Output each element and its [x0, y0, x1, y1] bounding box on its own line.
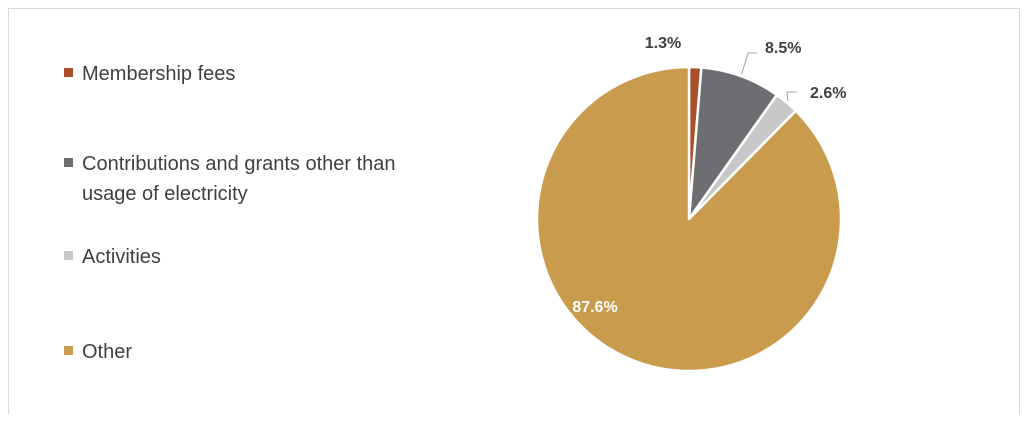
legend-swatch-contributions-grants [64, 158, 73, 167]
leader-line-activities [786, 91, 797, 102]
data-label-activities: 2.6% [810, 85, 846, 102]
pie-slices [535, 65, 843, 373]
legend-label-other: Other [82, 341, 133, 363]
legend-swatch-other [64, 346, 73, 355]
leader-line-contributions-and-grants-other-than-usage-of-electricity [741, 52, 757, 75]
chart-frame [8, 8, 1020, 414]
leader-lines [741, 52, 797, 102]
legend-label-activities: Activities [82, 246, 161, 268]
legend-label-membership-fees: Membership fees [82, 63, 236, 85]
legend-item-activities: Activities [64, 243, 422, 272]
data-label-other: 87.6% [572, 299, 617, 316]
legend-swatch-membership-fees [64, 68, 73, 77]
legend-swatch-activities [64, 251, 73, 260]
pie-slice-other [535, 65, 843, 373]
legend-item-contributions-grants: Contributions and grants other than usag… [64, 150, 422, 209]
legend-label-contributions-grants: Contributions and grants other than usag… [82, 153, 396, 205]
data-labels: 1.3% 8.5% 2.6% 87.6% [572, 35, 846, 316]
data-label-contributions-and-grants-other-than-usage-of-electricity: 8.5% [765, 40, 801, 57]
data-label-membership-fees: 1.3% [645, 35, 681, 52]
chart-legend: Membership fees Contributions and grants… [64, 0, 464, 422]
legend-item-other: Other [64, 338, 422, 367]
legend-item-membership-fees: Membership fees [64, 60, 422, 89]
